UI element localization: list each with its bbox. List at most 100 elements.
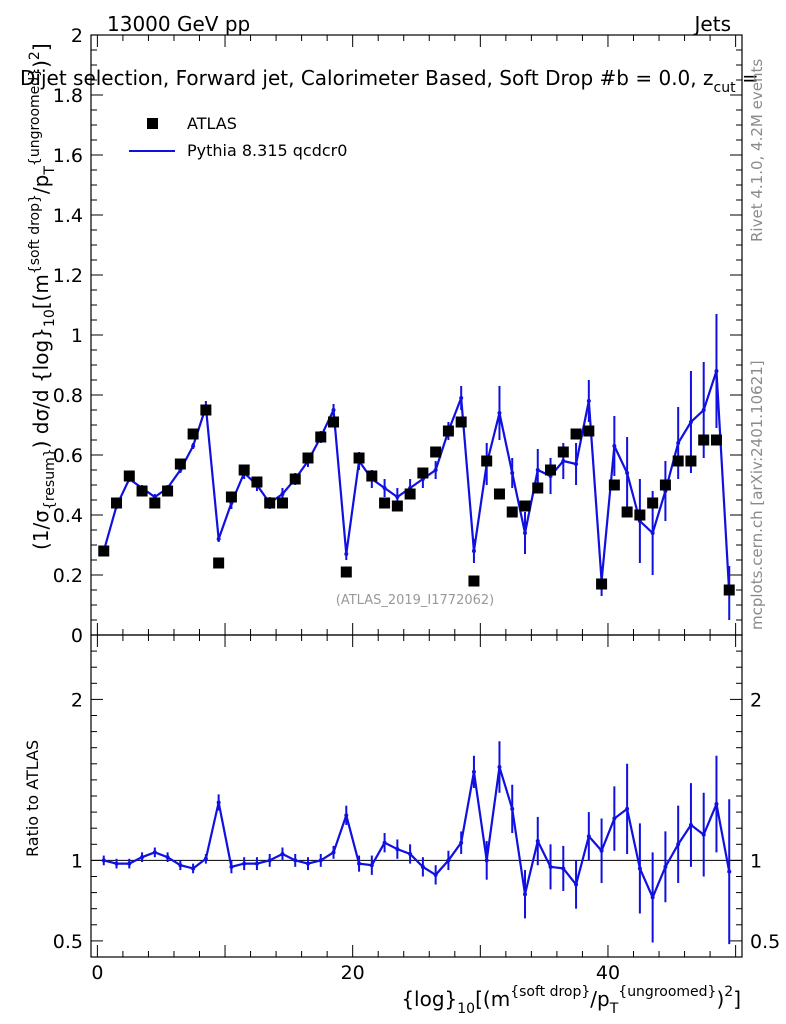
atlas-marker [545,464,557,476]
atlas-marker [621,506,633,518]
atlas-marker [264,497,276,509]
atlas-marker [379,497,391,509]
ratio-point [178,863,183,868]
main-y-tick-label: 0.8 [53,385,83,407]
ratio-point [318,858,323,863]
main-y-tick-label: 0.4 [53,505,83,527]
atlas-marker [213,557,225,569]
ratio-point [280,851,285,856]
ratio-point [650,895,655,900]
x-tick-label: 0 [91,962,103,984]
main-y-tick-label: 1.8 [53,85,83,107]
ratio-point [727,869,732,874]
pythia-point [382,486,387,490]
legend-atlas-label: ATLAS [187,114,237,133]
ratio-point [561,866,566,871]
atlas-marker [98,545,110,557]
atlas-marker [583,425,595,437]
atlas-marker [417,467,429,479]
ratio-point [242,861,247,866]
ratio-point [331,850,336,855]
atlas-marker [647,497,659,509]
energy-label: 13000 GeV pp [107,12,250,36]
atlas-marker [659,479,671,491]
x-tick-label: 40 [596,962,620,984]
ratio-y-axis-label: Ratio to ATLAS [23,740,42,857]
pythia-point [497,411,502,415]
atlas-marker [174,458,186,470]
ratio-point [612,816,617,821]
pythia-point [535,468,540,472]
atlas-marker [289,473,301,485]
main-y-tick-label: 0.2 [53,565,83,587]
pythia-point [395,495,400,499]
ratio-point [293,858,298,863]
atlas-marker [302,452,314,464]
x-axis-label: {log}10[(m{soft drop}/pT{ungroomed})2] [401,984,741,1017]
ratio-point [510,806,515,811]
pythia-point [471,549,476,553]
ratio-point [152,850,157,855]
atlas-marker [187,428,199,440]
atlas-marker [685,455,697,467]
plot-title: Dijet selection, Forward jet, Calorimete… [20,66,759,96]
pythia-point [561,459,566,463]
atlas-marker [315,431,327,443]
ratio-point [114,861,119,866]
ratio-point [663,864,668,869]
main-y-tick-label: 2 [71,25,83,47]
atlas-marker [366,470,378,482]
ratio-point [267,858,272,863]
pythia-point [331,408,336,412]
ratio-point [484,858,489,863]
pythia-point [216,537,221,541]
ratio-point [625,806,630,811]
ratio-point [459,840,464,845]
ratio-series [101,741,732,945]
atlas-marker [698,434,710,446]
ratio-point [497,765,502,770]
pythia-point [459,396,464,400]
ratio-point [548,864,553,869]
pythia-point [586,399,591,403]
ratio-point [395,847,400,852]
ratio-point [344,813,349,818]
atlas-marker [608,479,620,491]
ratio-y-tick-label-right: 2 [750,689,762,711]
legend-atlas-marker [147,118,158,129]
pythia-point [344,552,349,556]
ratio-point [433,872,438,877]
x-tick-label: 20 [341,962,365,984]
atlas-marker [162,485,174,497]
atlas-marker [430,446,442,458]
ratio-y-tick-label-right: 1 [750,850,762,872]
ratio-point [637,866,642,871]
ratio-point [471,769,476,774]
ratio-point [586,834,591,839]
ratio-point [101,858,106,863]
atlas-marker [519,500,531,512]
ratio-point [306,861,310,866]
pythia-point [701,408,706,412]
pythia-series [101,314,732,620]
atlas-marker [634,509,646,521]
atlas-marker [391,500,403,512]
pythia-point [714,369,719,373]
ratio-point [191,866,196,871]
pythia-point [510,471,515,475]
atlas-marker [200,404,212,416]
atlas-marker [532,482,544,494]
ratio-point [599,848,604,853]
atlas-marker [225,491,237,503]
ratio-point [408,851,413,856]
ratio-point [165,855,170,860]
pythia-point [191,444,196,448]
ratio-point [688,822,693,827]
atlas-marker [596,578,608,590]
main-y-axis-label: (1/σ{resum}) dσ/d {log}10[(m{soft drop}/… [27,43,58,550]
ratio-y-tick-label: 1 [71,850,83,872]
atlas-marker [404,488,416,500]
pythia-line [102,370,731,594]
ratio-point [140,855,145,860]
